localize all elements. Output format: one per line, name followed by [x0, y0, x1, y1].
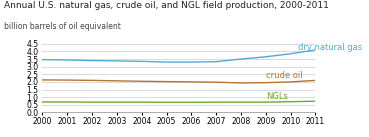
- Text: billion barrels of oil equivalent: billion barrels of oil equivalent: [4, 22, 121, 31]
- Text: NGLs: NGLs: [266, 92, 288, 101]
- Text: crude oil: crude oil: [266, 71, 303, 80]
- Text: dry natural gas: dry natural gas: [298, 43, 362, 52]
- Text: Annual U.S. natural gas, crude oil, and NGL field production, 2000-2011: Annual U.S. natural gas, crude oil, and …: [4, 1, 328, 10]
